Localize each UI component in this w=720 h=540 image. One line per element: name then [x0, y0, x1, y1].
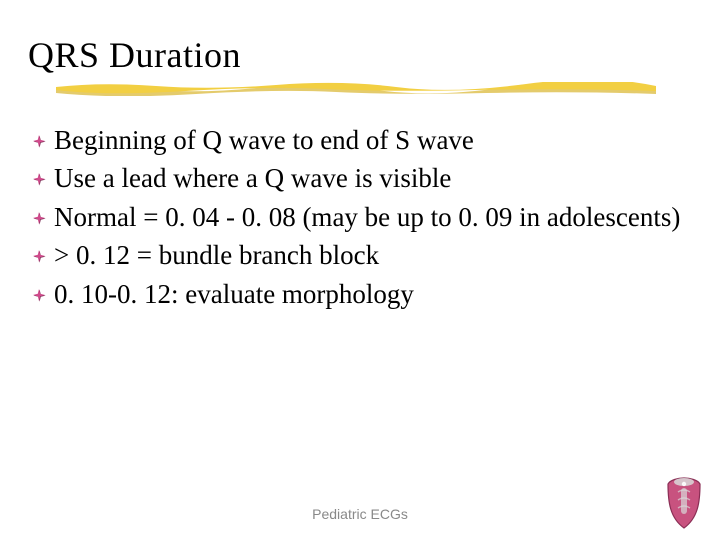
list-item-text: Normal = 0. 04 - 0. 08 (may be up to 0. …	[52, 199, 692, 235]
list-item: > 0. 12 = bundle branch block	[32, 237, 692, 273]
list-item: Beginning of Q wave to end of S wave	[32, 122, 692, 158]
list-item-text: 0. 10-0. 12: evaluate morphology	[52, 276, 692, 312]
star-icon	[32, 237, 52, 265]
bullet-list: Beginning of Q wave to end of S wave Use…	[28, 122, 692, 312]
slide-container: QRS Duration Beginning of Q wave to end …	[0, 0, 720, 540]
list-item: Normal = 0. 04 - 0. 08 (may be up to 0. …	[32, 199, 692, 235]
list-item: 0. 10-0. 12: evaluate morphology	[32, 276, 692, 312]
slide-title: QRS Duration	[28, 34, 692, 76]
footer-text: Pediatric ECGs	[0, 506, 720, 522]
star-icon	[32, 122, 52, 150]
star-icon	[32, 160, 52, 188]
list-item-text: Beginning of Q wave to end of S wave	[52, 122, 692, 158]
star-icon	[32, 276, 52, 304]
list-item-text: Use a lead where a Q wave is visible	[52, 160, 692, 196]
star-icon	[32, 199, 52, 227]
logo-icon	[660, 474, 708, 532]
title-underline	[56, 82, 692, 94]
list-item-text: > 0. 12 = bundle branch block	[52, 237, 692, 273]
list-item: Use a lead where a Q wave is visible	[32, 160, 692, 196]
